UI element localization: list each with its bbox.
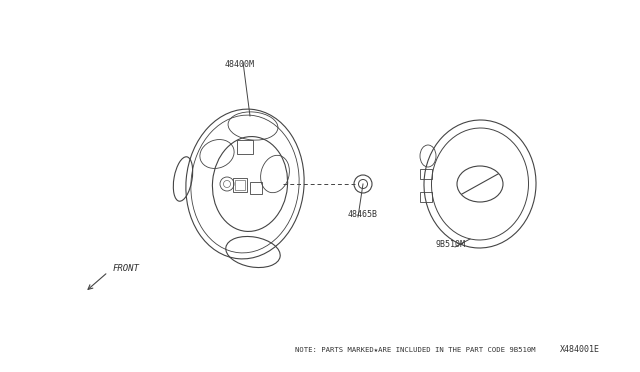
Bar xyxy=(235,180,245,190)
Text: 48400M: 48400M xyxy=(225,60,255,69)
Bar xyxy=(420,169,432,179)
Bar xyxy=(237,140,253,154)
Bar xyxy=(233,178,247,192)
Bar xyxy=(420,192,432,202)
Bar xyxy=(250,182,262,194)
Text: X484001E: X484001E xyxy=(560,345,600,354)
Text: FRONT: FRONT xyxy=(113,264,140,273)
Text: 48465B: 48465B xyxy=(348,210,378,219)
Text: 9B510M: 9B510M xyxy=(435,240,465,249)
Text: NOTE: PARTS MARKED★ARE INCLUDED IN THE PART CODE 9B510M: NOTE: PARTS MARKED★ARE INCLUDED IN THE P… xyxy=(294,347,535,353)
